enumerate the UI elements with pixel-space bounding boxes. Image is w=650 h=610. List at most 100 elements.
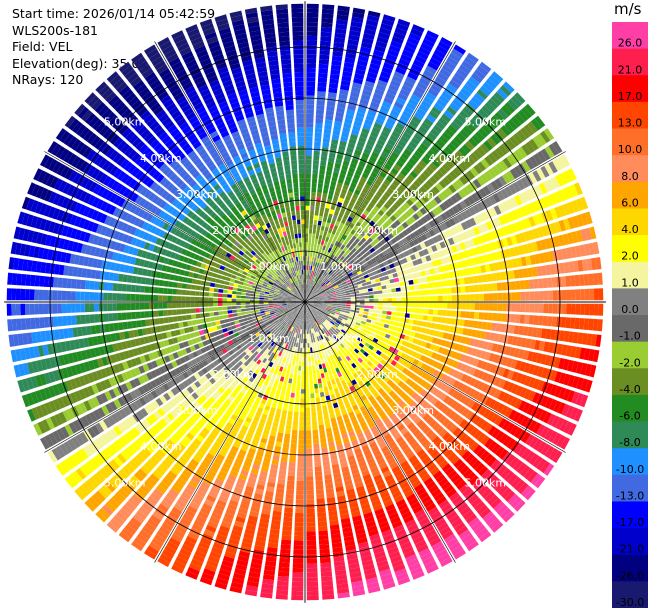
velocity-gate [384, 474, 394, 482]
velocity-gate [124, 524, 137, 535]
velocity-gate [306, 17, 319, 23]
velocity-gate [479, 531, 492, 543]
velocity-gate [380, 256, 387, 262]
velocity-gate [513, 149, 524, 161]
velocity-gate [414, 265, 421, 272]
velocity-gate [306, 293, 310, 298]
velocity-gate [293, 411, 299, 417]
velocity-gate [590, 334, 597, 347]
velocity-gate [558, 387, 567, 400]
velocity-gate [525, 338, 532, 349]
velocity-gate [270, 524, 281, 531]
velocity-gate [333, 210, 339, 217]
velocity-gate [409, 380, 416, 388]
velocity-gate [344, 230, 350, 237]
velocity-gate [521, 431, 531, 444]
velocity-gate [128, 497, 140, 508]
velocity-gate [461, 408, 470, 417]
velocity-gate [307, 294, 312, 299]
velocity-gate [440, 339, 447, 347]
velocity-gate [206, 559, 219, 568]
velocity-gate [439, 68, 452, 78]
velocity-gate [297, 309, 300, 314]
velocity-gate [342, 413, 349, 420]
velocity-gate [260, 398, 267, 405]
velocity-gate [322, 142, 330, 148]
velocity-gate [298, 319, 301, 325]
velocity-gate [224, 482, 234, 491]
velocity-gate [319, 50, 330, 56]
velocity-gate [203, 391, 211, 399]
velocity-gate [282, 332, 287, 338]
velocity-gate [349, 501, 359, 509]
velocity-gate [509, 168, 519, 180]
velocity-gate [310, 280, 314, 285]
velocity-gate [281, 320, 286, 325]
velocity-gate [354, 366, 360, 373]
velocity-gate [306, 320, 308, 325]
velocity-gate [302, 306, 304, 311]
velocity-gate [325, 273, 330, 278]
velocity-gate [334, 277, 340, 282]
velocity-gate [345, 344, 351, 350]
velocity-gate [511, 336, 518, 346]
velocity-gate [306, 109, 314, 114]
velocity-gate [236, 453, 245, 461]
velocity-gate [363, 289, 369, 293]
velocity-gate [204, 423, 213, 432]
velocity-gate [373, 49, 385, 58]
velocity-gate [456, 525, 469, 536]
velocity-gate [356, 111, 365, 119]
velocity-gate [409, 313, 415, 319]
velocity-gate [327, 276, 333, 281]
velocity-gate [399, 317, 405, 323]
velocity-gate [323, 266, 328, 272]
velocity-gate [420, 380, 428, 388]
velocity-gate [374, 264, 381, 270]
velocity-gate [329, 185, 336, 191]
velocity-gate [342, 184, 349, 191]
velocity-gate [240, 357, 247, 364]
velocity-gate [345, 113, 354, 120]
velocity-gate [111, 475, 123, 486]
velocity-gate [462, 125, 473, 136]
velocity-gate [560, 437, 570, 450]
velocity-gate [443, 200, 451, 209]
velocity-gate [338, 324, 344, 329]
velocity-gate [532, 378, 541, 390]
velocity-gate [395, 332, 401, 338]
velocity-gate [425, 529, 437, 539]
velocity-gate [322, 260, 326, 266]
velocity-gate [291, 364, 295, 370]
velocity-gate [375, 40, 388, 49]
velocity-gate [406, 102, 417, 111]
velocity-gate [153, 533, 166, 544]
velocity-gate [365, 195, 372, 202]
velocity-gate [405, 227, 413, 234]
velocity-gate [231, 380, 239, 388]
velocity-gate [328, 157, 335, 163]
velocity-gate [337, 102, 346, 109]
velocity-gate [199, 394, 207, 402]
velocity-gate [225, 437, 234, 445]
velocity-gate [342, 384, 349, 390]
velocity-gate [311, 256, 315, 262]
velocity-gate [300, 389, 305, 394]
velocity-gate [506, 394, 515, 405]
velocity-gate [137, 487, 148, 498]
velocity-gate [430, 145, 440, 155]
velocity-gate [380, 105, 390, 113]
velocity-gate [554, 221, 562, 233]
velocity-gate [282, 525, 292, 532]
velocity-gate [259, 402, 265, 409]
velocity-gate [279, 366, 284, 372]
velocity-gate [215, 437, 224, 445]
velocity-gate [453, 72, 466, 82]
velocity-gate [456, 335, 462, 343]
velocity-gate [329, 334, 334, 339]
velocity-gate [544, 195, 553, 207]
velocity-gate [392, 490, 402, 499]
velocity-gate [312, 286, 316, 291]
velocity-gate [469, 311, 475, 319]
velocity-gate [388, 171, 396, 179]
